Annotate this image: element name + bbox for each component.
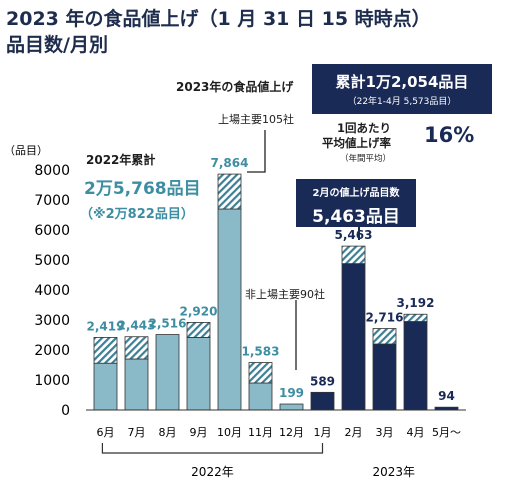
bar-value-label: 7,864	[211, 156, 249, 170]
cumulative-sub: （22年1-4月 5,573品目）	[347, 97, 457, 107]
bar-increment	[124, 336, 149, 360]
y-tick-label: 7000	[34, 193, 70, 209]
bar-base	[372, 343, 397, 411]
y-tick-label: 5000	[34, 253, 70, 269]
bar-increment	[217, 173, 242, 210]
bar-value-label: 3,192	[397, 296, 435, 310]
y-tick-label: 6000	[34, 223, 70, 239]
x-tick-label: 1月	[314, 426, 332, 439]
listed-callout-line	[247, 130, 266, 173]
year-label-2023: 2023年	[373, 465, 416, 479]
x-tick-label: 12月	[279, 426, 304, 439]
bar-base	[93, 362, 118, 411]
bar-increment	[248, 362, 273, 384]
y-tick-label: 4000	[34, 283, 70, 299]
y-tick-label: 1000	[34, 373, 70, 389]
x-tick-label: 2月	[345, 426, 363, 439]
bar-value-label: 2,516	[149, 317, 187, 331]
year-label-2022: 2022年	[191, 465, 234, 479]
bar-value-label: 1,583	[242, 345, 280, 359]
listed-annotation: 上場主要105社	[218, 113, 294, 126]
bar-base	[403, 321, 428, 411]
y-tick-label: 3000	[34, 313, 70, 329]
x-tick-label: 6月	[97, 426, 115, 439]
bar-base	[310, 391, 335, 411]
bar-increment	[186, 321, 211, 338]
bar-value-label: 589	[310, 374, 335, 388]
bar-value-label: 2,920	[180, 304, 218, 318]
summary-2022-heading: 2022年累計	[86, 153, 156, 167]
x-tick-label: 10月	[217, 426, 242, 439]
y-tick-label: 2000	[34, 343, 70, 359]
bar-base	[341, 263, 366, 411]
unlisted-annotation: 非上場主要90社	[245, 288, 325, 301]
bar-value-label: 5,463	[335, 228, 373, 242]
bar-value-label: 2,419	[87, 319, 125, 333]
bar-base	[217, 208, 242, 411]
bar-increment	[93, 337, 118, 364]
avg-rate-note: （年間平均）	[340, 154, 392, 164]
bar-base	[155, 334, 180, 411]
bar-value-label: 199	[279, 386, 304, 400]
feb-callout-value: 5,463品目	[312, 207, 400, 227]
cumulative-box: 累計1万2,054品目 （22年1-4月 5,573品目）	[312, 64, 492, 114]
y-tick-label: 0	[61, 403, 70, 419]
y-tick-label: 8000	[34, 163, 70, 179]
bar-base	[124, 358, 149, 411]
x-tick-label: 5月〜	[432, 426, 461, 439]
avg-rate-label-2: 平均値上げ率	[322, 136, 391, 150]
bar-value-label: 2,716	[366, 311, 404, 325]
x-tick-label: 9月	[190, 426, 208, 439]
summary-2023-heading: 2023年の食品値上げ	[176, 80, 294, 94]
year-bracket-2022	[101, 443, 324, 454]
feb-callout: 2月の値上げ品目数 5,463品目	[296, 179, 416, 227]
y-axis-label: （品目）	[4, 144, 48, 157]
page-subtitle: 品目数/月別	[6, 34, 108, 56]
avg-rate-label-1: 1回あたり	[337, 121, 392, 135]
cumulative-value: 累計1万2,054品目	[335, 73, 469, 91]
bar-value-label: 2,443	[118, 319, 156, 333]
feb-callout-label: 2月の値上げ品目数	[312, 188, 400, 199]
avg-rate-value: 16%	[424, 123, 475, 147]
summary-2022-total: 2万5,768品目	[84, 179, 201, 199]
bar-increment	[341, 245, 366, 265]
page-title: 2023 年の食品値上げ（1 月 31 日 15 時時点）	[6, 8, 431, 30]
x-tick-label: 11月	[248, 426, 273, 439]
x-tick-label: 7月	[128, 426, 146, 439]
x-tick-label: 8月	[159, 426, 177, 439]
bar-base	[186, 336, 211, 411]
bar-increment	[372, 328, 397, 345]
bar-value-label: 94	[438, 389, 455, 403]
bar-increment	[403, 313, 428, 322]
summary-2022-subtotal: （※2万822品目）	[80, 207, 194, 222]
x-tick-label: 3月	[376, 426, 394, 439]
x-tick-label: 4月	[407, 426, 425, 439]
bar-base	[248, 382, 273, 411]
bar-base	[279, 403, 304, 411]
